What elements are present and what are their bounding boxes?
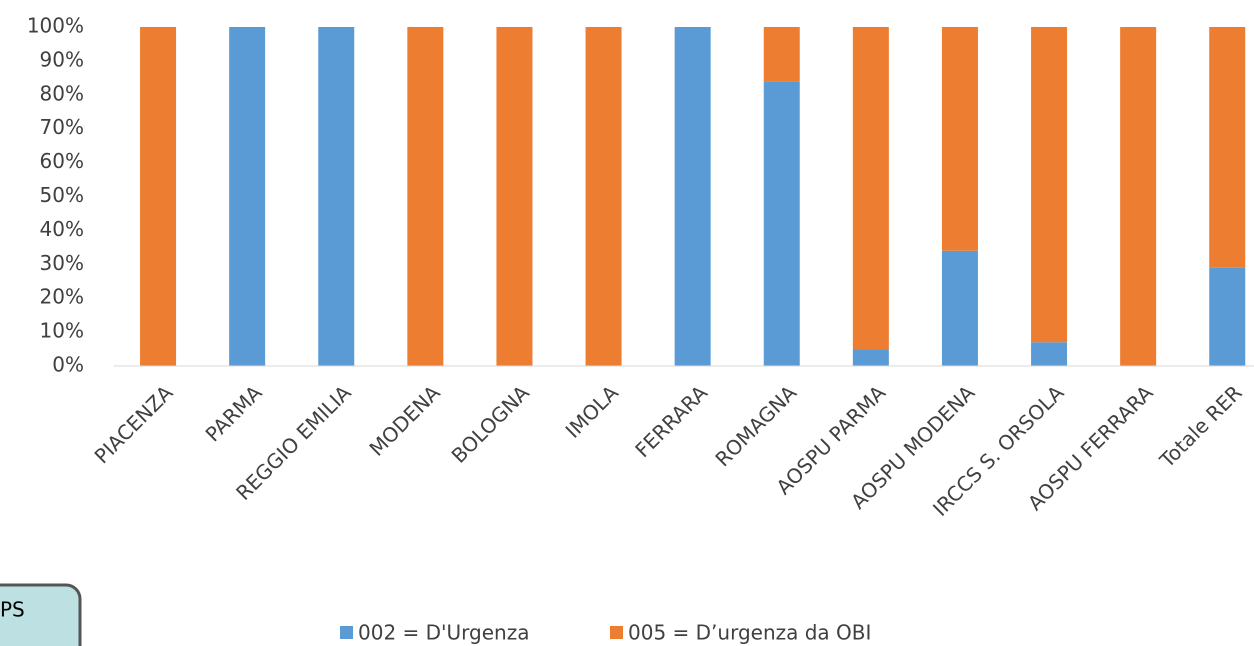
bar-segment [1031, 342, 1068, 366]
x-tick-label: PARMA [201, 380, 267, 446]
note-text: PS [0, 598, 25, 622]
bar-segment [318, 27, 355, 366]
y-tick-label: 90% [40, 47, 84, 71]
bar-segment [1031, 27, 1068, 343]
y-tick-label: 0% [52, 353, 84, 377]
legend-swatch [610, 626, 623, 639]
bar-segment [941, 250, 978, 366]
bar-segment [763, 27, 800, 82]
bar-segment [496, 27, 533, 366]
legend-label: 002 = D'Urgenza [358, 621, 529, 645]
note-box [0, 583, 82, 646]
legend-swatch [340, 626, 353, 639]
bar-segment [1120, 27, 1157, 366]
y-tick-label: 40% [40, 217, 84, 241]
y-tick-label: 100% [27, 14, 84, 38]
bar-segment [941, 27, 978, 251]
y-tick-label: 80% [40, 81, 84, 105]
bar-segment [585, 27, 622, 366]
x-tick-label: PIACENZA [90, 380, 178, 468]
bar-segment [229, 27, 266, 366]
y-tick-label: 30% [40, 251, 84, 275]
bar-segment [1209, 267, 1246, 366]
y-tick-label: 50% [40, 183, 84, 207]
y-tick-label: 10% [40, 319, 84, 343]
bar-segment [140, 27, 177, 366]
bar-segment [1209, 27, 1246, 268]
y-tick-label: 70% [40, 115, 84, 139]
x-tick-label: BOLOGNA [447, 380, 534, 467]
bar-segment [674, 27, 711, 366]
y-tick-label: 20% [40, 285, 84, 309]
bar-segment [852, 27, 889, 350]
bar-segment [852, 349, 889, 366]
legend-label: 005 = D’urgenza da OBI [628, 621, 871, 645]
bar-segment [763, 81, 800, 367]
x-tick-label: ROMAGNA [710, 380, 801, 471]
y-tick-label: 60% [40, 149, 84, 173]
x-tick-label: MODENA [364, 380, 445, 461]
x-tick-label: Totale RER [1154, 380, 1247, 473]
x-tick-label: FERRARA [630, 380, 712, 462]
bar-segment [407, 27, 444, 366]
x-tick-label: IMOLA [561, 380, 624, 443]
